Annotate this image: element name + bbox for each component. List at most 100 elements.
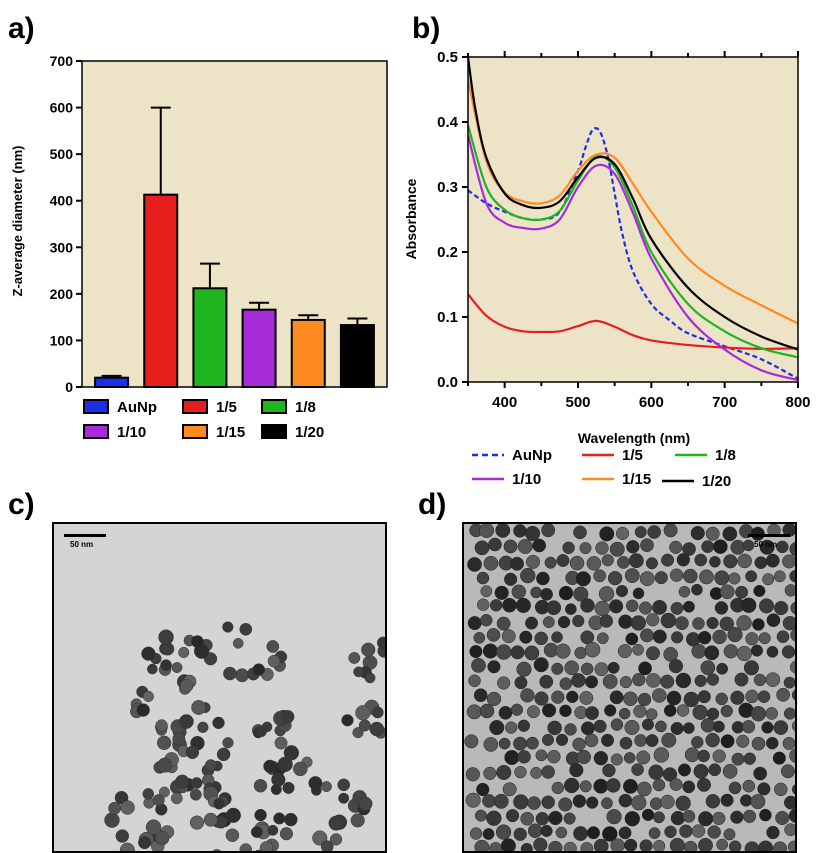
nanoparticle xyxy=(476,782,490,797)
nanoparticle xyxy=(719,616,734,631)
nanoparticle xyxy=(464,734,479,749)
y-tick-label: 400 xyxy=(50,193,74,209)
legend-label: 1/5 xyxy=(622,447,643,464)
nanoparticle xyxy=(497,676,511,690)
nanoparticle xyxy=(513,736,528,751)
nanoparticle xyxy=(580,662,594,676)
nanoparticle xyxy=(517,750,531,764)
nanoparticle xyxy=(476,571,490,585)
nanoparticle xyxy=(558,585,574,601)
nanoparticle xyxy=(189,788,202,801)
nanoparticle xyxy=(719,584,735,600)
nanoparticle xyxy=(734,672,749,687)
nanoparticle xyxy=(617,644,632,659)
nanoparticle xyxy=(645,557,658,570)
nanoparticle xyxy=(185,745,200,760)
nanoparticle xyxy=(752,618,765,631)
nanoparticle xyxy=(618,707,631,720)
nanoparticle xyxy=(515,597,531,613)
legend-label: 1/8 xyxy=(295,399,316,416)
nanoparticle xyxy=(329,833,343,846)
nanoparticle xyxy=(573,586,589,602)
nanoparticle xyxy=(791,720,795,732)
nanoparticle xyxy=(636,750,651,765)
nanoparticle xyxy=(212,716,225,729)
nanoparticle xyxy=(651,688,667,703)
nanoparticle xyxy=(526,736,539,750)
nanoparticle xyxy=(369,721,385,737)
nanoparticle xyxy=(690,526,705,541)
nanoparticle xyxy=(662,767,678,782)
nanoparticle xyxy=(631,795,647,811)
nanoparticle xyxy=(766,645,779,658)
nanoparticle xyxy=(376,636,385,649)
nanoparticle xyxy=(791,689,795,701)
nanoparticle xyxy=(712,749,726,763)
nanoparticle xyxy=(496,616,511,631)
nanoparticle xyxy=(498,737,511,750)
nanoparticle xyxy=(648,764,664,780)
nanoparticle xyxy=(694,553,708,567)
nanoparticle xyxy=(293,761,308,777)
nanoparticle xyxy=(773,720,789,735)
nanoparticle xyxy=(736,734,750,748)
nanoparticle xyxy=(765,672,781,687)
nanoparticle xyxy=(569,555,585,571)
nanoparticle xyxy=(693,763,709,779)
nanoparticle xyxy=(676,553,690,567)
nanoparticle xyxy=(691,736,704,749)
nanoparticle xyxy=(487,660,501,674)
legend-swatch-1-10 xyxy=(83,424,109,439)
nanoparticle xyxy=(607,661,620,674)
nanoparticle xyxy=(155,719,168,732)
nanoparticle xyxy=(541,524,556,538)
line-chart-frame xyxy=(467,56,799,383)
nanoparticle xyxy=(559,704,572,718)
nanoparticle xyxy=(239,843,252,851)
nanoparticle xyxy=(504,749,520,766)
nanoparticle xyxy=(486,628,501,642)
nanoparticle xyxy=(474,809,487,822)
nanoparticle xyxy=(780,764,795,779)
nanoparticle xyxy=(465,767,480,782)
nanoparticle xyxy=(557,615,571,629)
nanoparticle xyxy=(728,572,741,585)
nanoparticle xyxy=(526,554,540,569)
y-tick-label: 500 xyxy=(50,146,74,162)
nanoparticle xyxy=(145,819,162,835)
nanoparticle xyxy=(598,586,615,602)
nanoparticle xyxy=(660,794,675,810)
y-tick-label: 700 xyxy=(50,53,74,69)
nanoparticle xyxy=(280,710,295,724)
nanoparticle xyxy=(624,719,640,736)
legend-label: 1/10 xyxy=(117,424,146,441)
nanoparticle xyxy=(789,748,795,764)
nanoparticle xyxy=(527,823,543,838)
y-tick-label: 600 xyxy=(50,100,74,116)
nanoparticle xyxy=(640,628,654,643)
nanoparticle xyxy=(267,824,279,836)
nanoparticle xyxy=(542,703,557,718)
nanoparticle xyxy=(757,782,771,796)
nanoparticle xyxy=(604,704,617,717)
y-tick-label: 300 xyxy=(50,239,74,255)
nanoparticle xyxy=(700,718,716,733)
nanoparticle xyxy=(615,585,628,598)
nanoparticle xyxy=(791,784,795,795)
legend-swatch-1-5 xyxy=(182,399,208,414)
nanoparticle xyxy=(775,810,790,826)
nanoparticle xyxy=(160,659,172,671)
nanoparticle xyxy=(675,795,691,811)
nanoparticle xyxy=(519,630,533,644)
y-tick-label: 0.4 xyxy=(437,114,459,131)
nanoparticle xyxy=(158,629,174,645)
y-tick-label: 0.1 xyxy=(437,309,458,326)
nanoparticle xyxy=(757,690,771,703)
series-line-1-10 xyxy=(468,134,798,382)
nanoparticle xyxy=(580,842,594,851)
nanoparticle xyxy=(513,794,529,810)
nanoparticle xyxy=(618,826,632,840)
nanoparticle xyxy=(353,666,365,678)
nanoparticle xyxy=(179,714,194,729)
nanoparticle xyxy=(203,812,218,827)
